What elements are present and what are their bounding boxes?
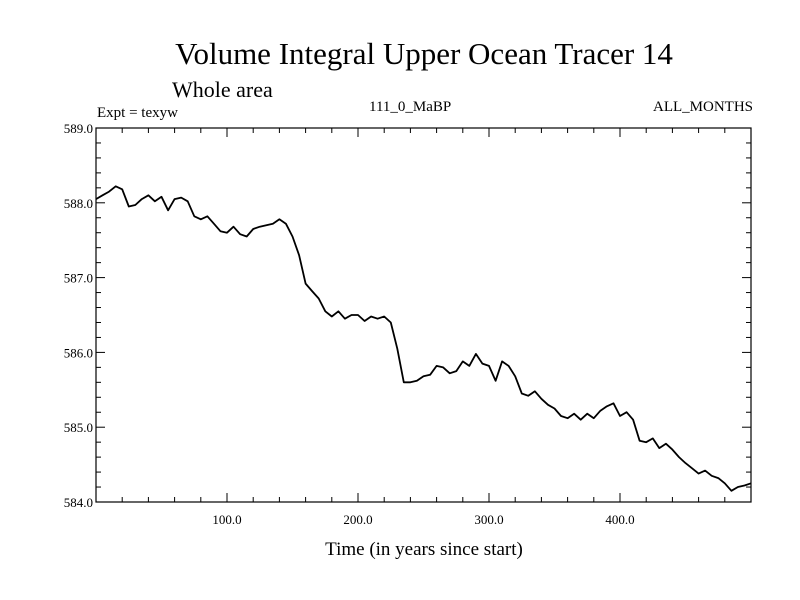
y-tick-label: 587.0 <box>64 271 93 286</box>
x-tick-label: 300.0 <box>474 512 503 527</box>
months-annotation: ALL_MONTHS <box>653 99 753 115</box>
chart-subtitle: Whole area <box>172 77 273 102</box>
x-axis-label: Time (in years since start) <box>325 539 523 560</box>
y-tick-label: 588.0 <box>64 196 93 211</box>
x-tick-label: 100.0 <box>212 512 241 527</box>
plot-frame <box>95 127 752 503</box>
y-tick-label: 585.0 <box>64 420 93 435</box>
period-annotation: 111_0_MaBP <box>369 99 451 115</box>
plot-area: 584.0 585.0 586.0 587.0 588.0 589.0 100.0 200.… <box>64 121 752 527</box>
y-tick-label: 584.0 <box>64 495 93 510</box>
y-axis-ticks: 584.0 585.0 586.0 587.0 588.0 589.0 <box>64 121 751 510</box>
x-tick-label: 200.0 <box>343 512 372 527</box>
y-tick-label: 586.0 <box>64 345 93 360</box>
experiment-annotation: Expt = texyw <box>97 105 178 121</box>
y-tick-label: 589.0 <box>64 121 93 136</box>
chart-title: Volume Integral Upper Ocean Tracer 14 <box>175 36 673 71</box>
x-tick-label: 400.0 <box>605 512 634 527</box>
series-line <box>95 185 752 492</box>
x-axis-ticks: 100.0 200.0 300.0 400.0 <box>121 128 726 527</box>
